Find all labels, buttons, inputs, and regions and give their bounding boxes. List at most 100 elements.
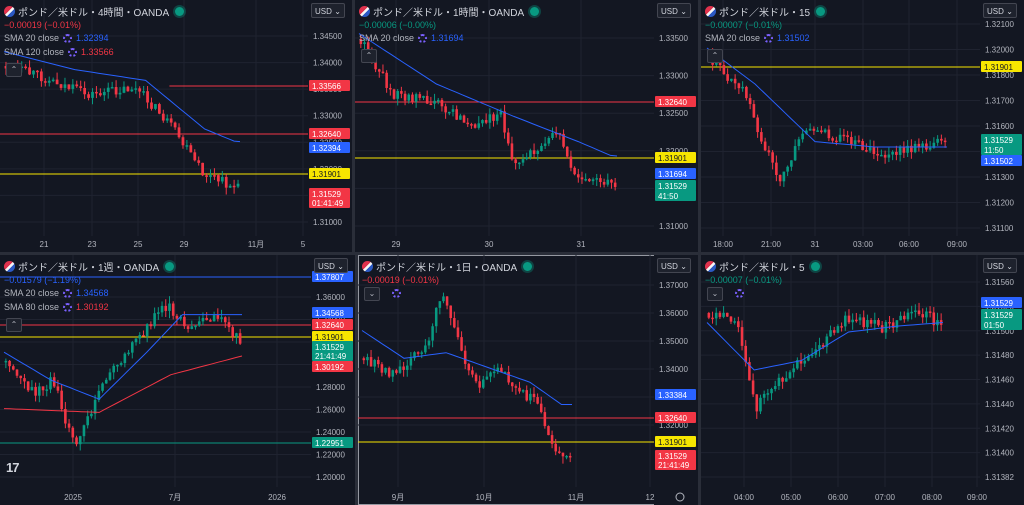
currency-select[interactable]: USD ⌄ xyxy=(314,258,348,273)
candle xyxy=(827,129,831,139)
price-label: 1.31502 xyxy=(984,157,1013,166)
symbol-title[interactable]: ポンド／米ドル・1時間・OANDA xyxy=(373,8,525,19)
x-tick-label: 29 xyxy=(392,240,401,249)
candle xyxy=(492,114,495,121)
indicator-legend[interactable]: SMA 120 close 1.33566 xyxy=(4,47,114,57)
chart-canvas[interactable]: 1.360001.340001.320001.300001.280001.260… xyxy=(0,255,355,505)
chart-header[interactable]: ポンド／米ドル・5 xyxy=(705,259,820,274)
currency-select[interactable]: USD ⌄ xyxy=(657,3,691,18)
collapse-legend-button[interactable]: ⌃ xyxy=(707,49,723,63)
candle xyxy=(460,337,463,351)
y-tick-label: 1.33000 xyxy=(659,72,688,81)
x-tick-label: 08:00 xyxy=(922,493,943,502)
indicator-settings-icon[interactable] xyxy=(63,33,73,43)
chart-panel-p3[interactable]: 1.321001.320001.318001.317001.316001.314… xyxy=(701,0,1024,252)
candle xyxy=(474,374,478,382)
chart-canvas[interactable]: 1.345001.340001.335001.330001.325001.320… xyxy=(0,0,352,252)
price-label-bg xyxy=(312,437,353,448)
candle xyxy=(463,350,467,364)
y-tick-label: 1.28000 xyxy=(316,383,345,392)
symbol-title[interactable]: ポンド／米ドル・4時間・OANDA xyxy=(18,8,170,19)
indicator-settings-icon[interactable] xyxy=(764,33,774,43)
candle xyxy=(482,379,485,388)
candle xyxy=(193,152,197,161)
price-label: 1.37807 xyxy=(315,273,344,282)
candle xyxy=(770,389,773,394)
currency-select[interactable]: USD ⌄ xyxy=(983,3,1017,18)
chart-canvas[interactable]: 1.315601.315201.315001.314801.314601.314… xyxy=(701,255,1024,505)
candle xyxy=(873,320,877,324)
candle xyxy=(843,315,847,327)
indicator-settings-icon[interactable] xyxy=(63,302,73,312)
candle xyxy=(19,375,23,379)
candle xyxy=(722,65,726,75)
candle xyxy=(561,452,565,457)
y-tick-label: 1.31400 xyxy=(985,449,1014,458)
candle xyxy=(877,320,880,326)
chart-panel-p1[interactable]: 1.345001.340001.335001.330001.325001.320… xyxy=(0,0,352,252)
candle xyxy=(784,378,788,382)
chart-panel-p5[interactable]: 1.370001.360001.350001.340001.330001.320… xyxy=(358,255,698,505)
candle xyxy=(737,321,740,328)
symbol-title[interactable]: ポンド／米ドル・1日・OANDA xyxy=(376,263,518,274)
symbol-title[interactable]: ポンド／米ドル・1週・OANDA xyxy=(18,263,160,274)
symbol-title[interactable]: ポンド／米ドル・5 xyxy=(719,263,805,274)
candle xyxy=(532,393,536,398)
candle xyxy=(142,334,145,337)
chart-panel-p6[interactable]: 1.315601.315201.315001.314801.314601.314… xyxy=(701,255,1024,505)
collapse-legend-button[interactable]: ⌃ xyxy=(6,63,22,77)
candle xyxy=(500,367,503,373)
chart-panel-p4[interactable]: 1.360001.340001.320001.300001.280001.260… xyxy=(0,255,355,505)
candle xyxy=(577,174,580,178)
candle xyxy=(525,157,528,160)
chart-header[interactable]: ポンド／米ドル・1日・OANDA xyxy=(362,259,533,274)
collapse-legend-button[interactable]: ⌃ xyxy=(361,49,377,63)
chart-header[interactable]: ポンド／米ドル・15 xyxy=(705,4,826,19)
expand-legend-button[interactable]: ⌄ xyxy=(364,287,380,301)
chart-header[interactable]: ポンド／米ドル・1週・OANDA xyxy=(4,259,175,274)
y-tick-label: 1.34500 xyxy=(313,32,342,41)
candle xyxy=(407,94,411,101)
indicator-legend[interactable]: SMA 20 close 1.34568 xyxy=(4,288,109,298)
candle xyxy=(238,333,242,344)
indicator-settings-icon[interactable] xyxy=(418,33,428,43)
candle xyxy=(4,360,8,363)
collapse-legend-button[interactable]: ⌃ xyxy=(6,318,22,332)
candle xyxy=(78,436,82,445)
candle xyxy=(499,111,503,115)
y-tick-label: 1.31700 xyxy=(985,97,1014,106)
candle xyxy=(573,167,576,175)
chart-header[interactable]: ポンド／米ドル・1時間・OANDA xyxy=(359,4,540,19)
candle xyxy=(539,403,543,413)
price-label-bg xyxy=(655,436,696,447)
candle xyxy=(83,88,87,95)
indicator-legend[interactable]: SMA 20 close 1.31694 xyxy=(359,33,464,43)
settings-gear-icon[interactable] xyxy=(675,492,685,502)
candle xyxy=(409,358,413,366)
sma-line-slow xyxy=(3,355,243,413)
tradingview-logo-icon[interactable]: 17 xyxy=(6,460,20,475)
currency-select[interactable]: USD ⌄ xyxy=(311,3,345,18)
x-tick-label: 21:00 xyxy=(761,240,782,249)
currency-select[interactable]: USD ⌄ xyxy=(657,258,691,273)
indicator-legend[interactable]: SMA 80 close 1.30192 xyxy=(4,302,109,312)
chart-canvas[interactable]: 1.321001.320001.318001.317001.316001.314… xyxy=(701,0,1024,252)
price-label: 1.32640 xyxy=(658,98,687,107)
candle xyxy=(456,327,460,338)
indicator-settings-icon[interactable] xyxy=(735,289,744,298)
symbol-title[interactable]: ポンド／米ドル・15 xyxy=(719,8,811,19)
indicator-legend[interactable]: SMA 20 close 1.31502 xyxy=(705,33,810,43)
candle xyxy=(506,132,510,144)
expand-legend-button[interactable]: ⌄ xyxy=(707,287,723,301)
indicator-settings-icon[interactable] xyxy=(63,288,73,298)
currency-select[interactable]: USD ⌄ xyxy=(983,258,1017,273)
chart-header[interactable]: ポンド／米ドル・4時間・OANDA xyxy=(4,4,185,19)
candle xyxy=(118,92,122,95)
chart-canvas[interactable]: 1.335001.330001.325001.320001.315001.310… xyxy=(355,0,698,252)
indicator-legend[interactable]: SMA 20 close 1.32394 xyxy=(4,33,109,43)
chart-canvas[interactable]: 1.370001.360001.350001.340001.330001.320… xyxy=(358,255,698,505)
indicator-settings-icon[interactable] xyxy=(392,289,401,298)
candle xyxy=(186,326,190,329)
indicator-settings-icon[interactable] xyxy=(68,47,78,57)
chart-panel-p2[interactable]: 1.335001.330001.325001.320001.315001.310… xyxy=(355,0,698,252)
